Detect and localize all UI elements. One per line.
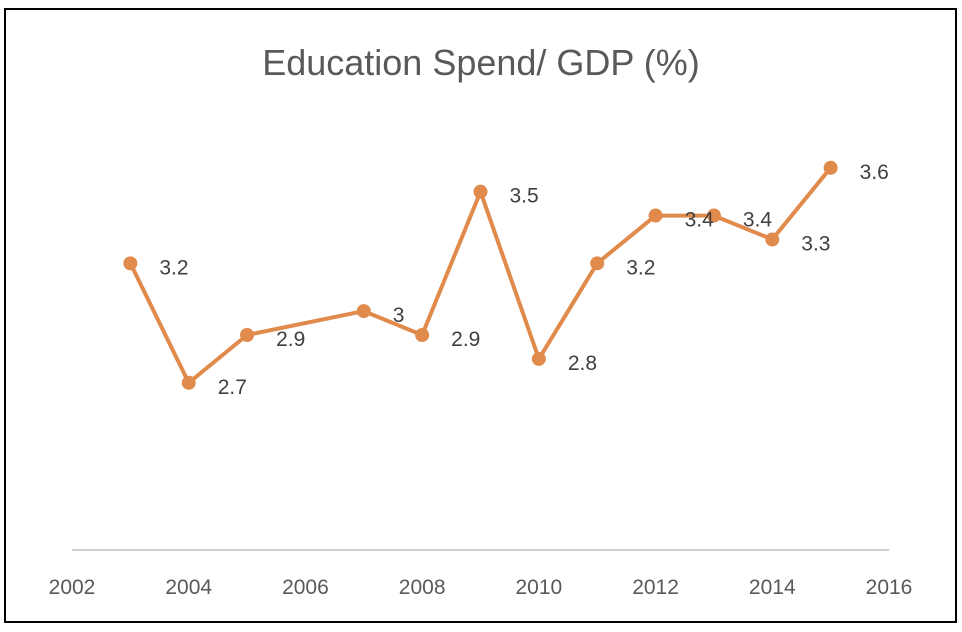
x-tick-label: 2016 — [866, 576, 913, 599]
data-point — [415, 328, 430, 342]
data-label: 2.9 — [276, 328, 305, 351]
x-tick-label: 2002 — [49, 576, 96, 599]
data-labels: 3.2 2.7 2.9 3 2.9 3.5 2.8 3.2 3.4 3.4 3.3 3.6 — [159, 161, 888, 399]
data-label: 2.8 — [568, 352, 597, 375]
data-label: 3.5 — [510, 185, 539, 208]
x-tick-label: 2014 — [749, 576, 796, 599]
data-label: 3.4 — [743, 209, 773, 232]
data-label: 2.9 — [451, 328, 480, 351]
x-tick-label: 2006 — [282, 576, 329, 599]
series-line — [128, 165, 833, 385]
data-point — [181, 375, 196, 390]
x-tick-label: 2004 — [165, 576, 212, 599]
chart-frame — [4, 8, 957, 623]
data-point — [590, 256, 605, 271]
data-label: 3.6 — [860, 161, 889, 184]
data-label: 3 — [393, 304, 405, 327]
data-label: 3.4 — [685, 209, 715, 232]
x-tick-label: 2012 — [632, 576, 679, 599]
data-point — [823, 160, 838, 175]
data-label: 3.2 — [159, 256, 188, 279]
data-point — [240, 328, 255, 342]
data-label: 3.2 — [626, 256, 655, 279]
x-tick-labels: 2002 2004 2006 2008 2010 2012 2014 2016 — [49, 576, 913, 599]
data-point — [473, 184, 488, 199]
data-point — [706, 208, 721, 223]
data-point — [531, 351, 546, 366]
data-point — [356, 304, 371, 319]
data-label: 3.3 — [801, 232, 830, 255]
data-points — [123, 160, 838, 390]
x-tick-label: 2008 — [399, 576, 446, 599]
data-point — [123, 256, 138, 271]
x-tick-label: 2010 — [515, 576, 562, 599]
data-point — [648, 208, 663, 223]
chart-title: Education Spend/ GDP (%) — [262, 42, 700, 83]
data-point — [765, 232, 780, 247]
data-label: 2.7 — [218, 376, 247, 399]
